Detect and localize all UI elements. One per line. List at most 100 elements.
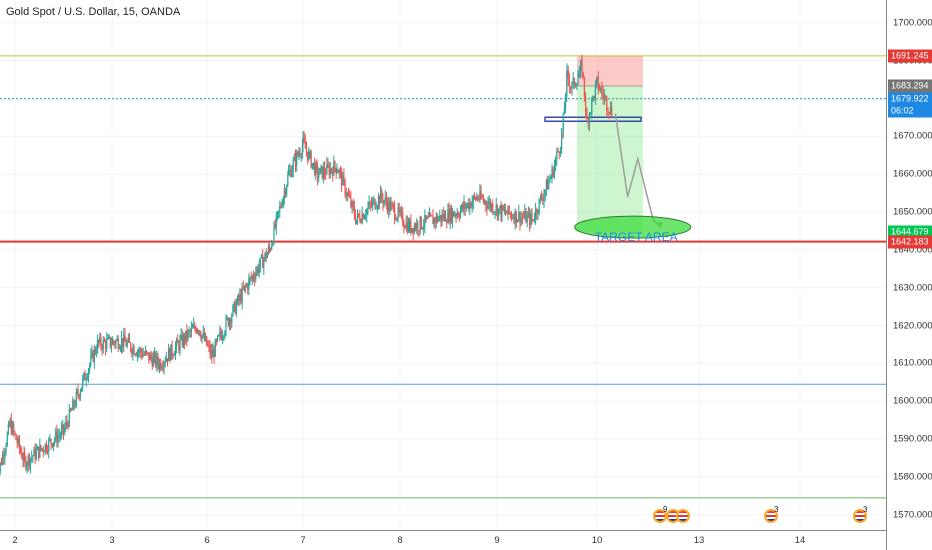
candle-body bbox=[509, 213, 511, 215]
candle-body bbox=[215, 340, 218, 342]
event-count: 3 bbox=[774, 505, 779, 514]
candle-body bbox=[15, 433, 17, 440]
candle-body bbox=[99, 337, 101, 344]
candle-body bbox=[177, 339, 179, 343]
candle-body bbox=[293, 156, 295, 161]
candle-body bbox=[418, 230, 420, 232]
candle-body bbox=[32, 455, 34, 458]
candle-body bbox=[282, 197, 284, 206]
short-position-tool[interactable] bbox=[544, 55, 643, 233]
price-axis[interactable]: 1700.0001690.0001680.0001670.0001660.000… bbox=[886, 0, 932, 550]
time-tick-label: 7 bbox=[300, 535, 306, 546]
price-tick-label: 1650.000 bbox=[893, 206, 932, 218]
price-tag: 06:02 bbox=[888, 104, 932, 118]
candle-body bbox=[600, 88, 602, 90]
us-flag-icon[interactable] bbox=[853, 509, 867, 523]
price-tick-label: 1670.000 bbox=[893, 130, 932, 142]
candle-body bbox=[513, 217, 515, 223]
candle-body bbox=[326, 164, 328, 175]
candle-body bbox=[255, 272, 257, 280]
candle-body bbox=[384, 197, 386, 201]
candle-body bbox=[135, 354, 137, 356]
candle-body bbox=[360, 221, 362, 223]
candle-body bbox=[339, 170, 342, 172]
candle-body bbox=[506, 213, 508, 215]
candle-body bbox=[444, 213, 447, 222]
candle-body bbox=[527, 213, 529, 216]
candle-body bbox=[566, 71, 568, 97]
candle-body bbox=[447, 209, 449, 223]
candle-body bbox=[86, 377, 88, 379]
candle-body bbox=[299, 153, 301, 156]
candle-body bbox=[216, 335, 219, 341]
candle-body bbox=[294, 156, 297, 166]
candle-body bbox=[82, 378, 84, 388]
candle-body bbox=[473, 195, 476, 198]
candle-body bbox=[69, 409, 72, 411]
candle-body bbox=[323, 167, 326, 174]
candle-body bbox=[52, 442, 55, 447]
chart-area[interactable]: Gold Spot / U.S. Dollar, 15, OANDA TARGE… bbox=[0, 0, 886, 530]
candle-body bbox=[466, 202, 469, 206]
candle-body bbox=[344, 180, 346, 195]
candle-body bbox=[406, 221, 408, 232]
candle-body bbox=[413, 225, 415, 234]
candle-body bbox=[254, 278, 256, 280]
candle-body bbox=[150, 354, 152, 359]
candle-body bbox=[110, 344, 113, 347]
candle-body bbox=[377, 196, 380, 206]
candle-body bbox=[286, 185, 288, 194]
candle-body bbox=[39, 445, 41, 458]
candle-body bbox=[21, 452, 23, 459]
candle-body bbox=[187, 331, 189, 339]
candle-body bbox=[557, 151, 559, 153]
candle-body bbox=[476, 197, 478, 200]
candle-body bbox=[552, 169, 554, 177]
price-tag: 1679.922 bbox=[888, 92, 932, 106]
candle-body bbox=[155, 353, 157, 366]
candle-body bbox=[0, 462, 3, 465]
target-ellipse[interactable] bbox=[574, 215, 692, 239]
candle-body bbox=[31, 457, 33, 459]
candle-body bbox=[232, 305, 234, 316]
candle-body bbox=[465, 205, 467, 209]
candle-body bbox=[62, 424, 65, 433]
candle-body bbox=[290, 169, 292, 177]
candle-body bbox=[388, 200, 390, 212]
candle-body bbox=[538, 199, 540, 213]
candle-body bbox=[606, 97, 608, 110]
candle-body bbox=[603, 96, 605, 98]
candle-body bbox=[566, 70, 568, 72]
us-flag-icon[interactable] bbox=[764, 509, 778, 523]
candle-body bbox=[289, 169, 291, 172]
event-count: 9 bbox=[663, 505, 668, 514]
candle-body bbox=[411, 228, 413, 233]
candle-body bbox=[250, 277, 252, 279]
time-axis[interactable]: 2 3 6 7 8 9 10 13 14 bbox=[0, 530, 886, 550]
candle-body bbox=[572, 78, 574, 83]
candle-body bbox=[514, 210, 516, 223]
candle-body bbox=[56, 431, 58, 443]
candle-body bbox=[172, 355, 174, 357]
candle-body bbox=[218, 334, 220, 336]
candle-body bbox=[393, 206, 396, 219]
target-area-label[interactable]: TARGET AREA bbox=[594, 230, 678, 245]
candle-body bbox=[525, 211, 527, 223]
candle-body bbox=[591, 98, 593, 113]
candle-body bbox=[212, 350, 214, 358]
candle-body bbox=[199, 330, 201, 336]
candle-body bbox=[438, 218, 440, 222]
candle-body bbox=[96, 340, 99, 352]
candle-body bbox=[13, 424, 15, 432]
us-flag-icon[interactable] bbox=[676, 509, 690, 523]
candle-body bbox=[133, 347, 135, 355]
price-chart[interactable] bbox=[0, 0, 886, 530]
time-tick-label: 3 bbox=[109, 535, 115, 546]
candle-body bbox=[532, 219, 534, 221]
candle-body bbox=[17, 438, 19, 444]
candle-body bbox=[91, 351, 93, 356]
candle-body bbox=[426, 216, 428, 220]
candle-body bbox=[311, 163, 313, 168]
horizontal-lines[interactable] bbox=[0, 55, 886, 499]
candle-body bbox=[543, 194, 545, 201]
